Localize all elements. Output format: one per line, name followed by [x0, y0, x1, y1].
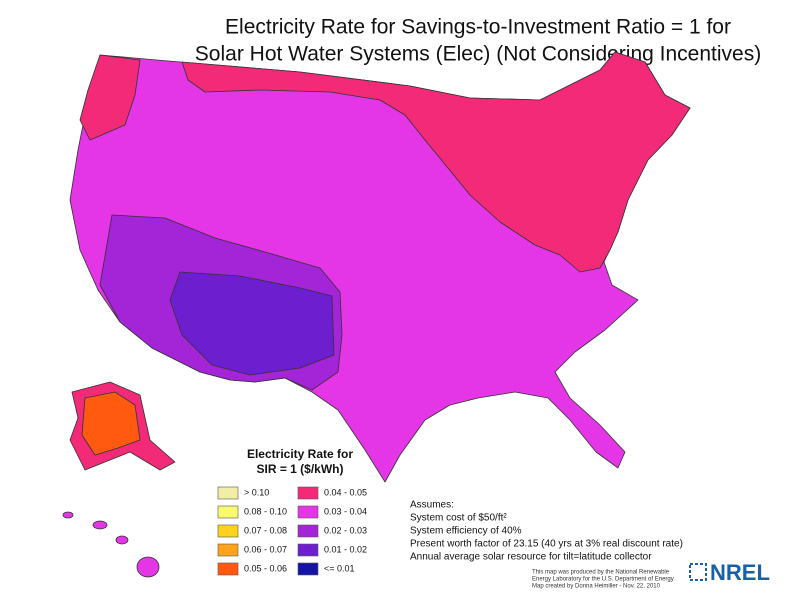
- legend-label: <= 0.01: [324, 563, 355, 573]
- legend-label: 0.03 - 0.04: [324, 506, 367, 516]
- legend-label: 0.02 - 0.03: [324, 525, 367, 535]
- legend-swatch: [217, 486, 239, 500]
- map-region: [62, 511, 74, 519]
- legend-swatch: [297, 562, 319, 576]
- assumption-line: System efficiency of 40%: [410, 526, 522, 537]
- title-line: Electricity Rate for Savings-to-Investme…: [225, 16, 731, 39]
- assumption-line: Annual average solar resource for tilt=l…: [410, 552, 652, 563]
- legend: Electricity Rate for SIR = 1 ($/kWh) > 0…: [217, 447, 367, 576]
- legend-label: 0.06 - 0.07: [244, 544, 287, 554]
- legend-swatch: [217, 524, 239, 538]
- map-region: [169, 271, 335, 376]
- legend-swatch: [297, 543, 319, 557]
- legend-label: 0.01 - 0.02: [324, 544, 367, 554]
- legend-swatch: [217, 505, 239, 519]
- assumption-line: Present worth factor of 23.15 (40 yrs at…: [410, 539, 683, 550]
- map-region: [79, 54, 141, 141]
- legend-swatch: [217, 562, 239, 576]
- logo: NREL: [689, 560, 770, 585]
- logo-mark: [689, 563, 707, 581]
- map-region: [81, 391, 141, 456]
- assumption-line: Assumes:: [410, 500, 454, 511]
- legend-label: 0.04 - 0.05: [324, 487, 367, 497]
- legend-swatch: [297, 524, 319, 538]
- legend-swatch: [297, 486, 319, 500]
- legend-swatch: [217, 543, 239, 557]
- credit-line: Map created by Donna Heimiller - Nov. 22…: [532, 584, 661, 590]
- assumptions: Assumes: System cost of $50/ft² System e…: [410, 500, 683, 563]
- legend-label: 0.08 - 0.10: [244, 506, 287, 516]
- map-region: [92, 520, 108, 530]
- credit-line: This map was produced by the National Re…: [532, 570, 670, 576]
- map-region: [136, 556, 160, 578]
- legend-title: SIR = 1 ($/kWh): [256, 462, 343, 476]
- legend-title: Electricity Rate for: [247, 447, 353, 461]
- legend-label: 0.05 - 0.06: [244, 563, 287, 573]
- logo-text: NREL: [710, 560, 770, 585]
- map-region: [181, 51, 691, 273]
- assumption-line: System cost of $50/ft²: [410, 513, 507, 524]
- legend-label: > 0.10: [244, 487, 269, 497]
- credit-line: Energy Laboratory for the U.S. Departmen…: [532, 577, 674, 583]
- legend-items: > 0.10 0.08 - 0.10 0.07 - 0.08 0.06 - 0.07 0…: [217, 486, 367, 576]
- legend-swatch: [297, 505, 319, 519]
- map-region: [115, 535, 129, 545]
- legend-label: 0.07 - 0.08: [244, 525, 287, 535]
- title-line: Solar Hot Water Systems (Elec) (Not Cons…: [195, 43, 761, 66]
